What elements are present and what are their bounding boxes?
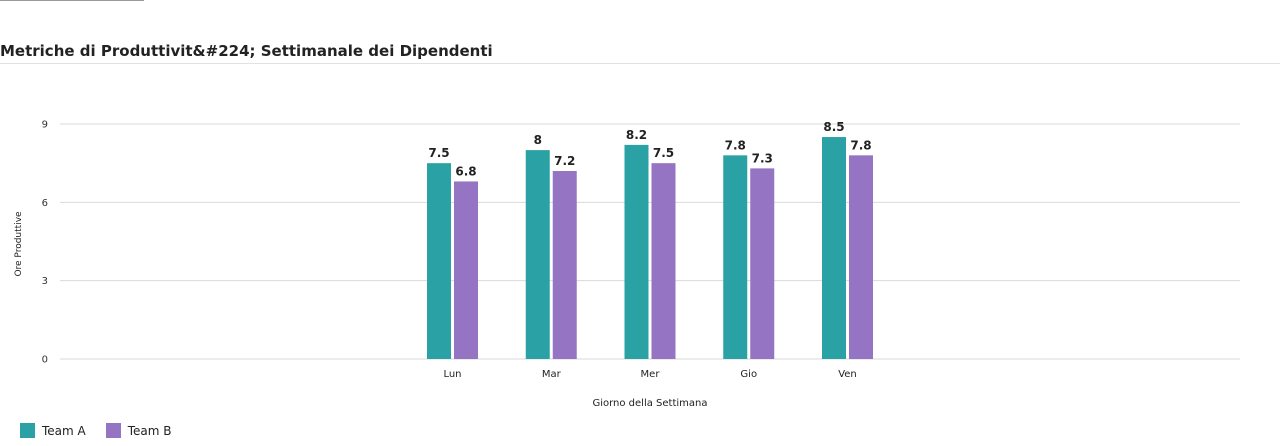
page-title: Metriche di Produttivit&#224; Settimanal…: [0, 42, 493, 60]
bar-team-b: [849, 155, 873, 359]
y-tick-label: 9: [42, 120, 48, 131]
data-label: 7.5: [428, 146, 449, 160]
y-tick-label: 6: [42, 198, 48, 209]
legend-swatch-team-b: [105, 423, 121, 438]
data-label: 7.8: [725, 138, 746, 152]
data-label: 7.5: [653, 146, 674, 160]
bar-team-a: [624, 144, 649, 359]
bar-team-b: [552, 171, 577, 359]
top-rule: [0, 0, 144, 1]
bar-chart: 0 3 6 9 7.5 6.8 Lun 8 7.2 Mar 8.2 7.5 Mer 7.8 7.3 Gio 8.…: [14, 120, 1240, 409]
data-label: 8: [534, 133, 542, 147]
data-label: 6.8: [455, 164, 476, 178]
legend-label-team-a: Team A: [42, 423, 86, 438]
bar-team-a: [525, 150, 550, 359]
bar-team-a: [822, 137, 846, 359]
x-tick-label: Lun: [443, 369, 461, 380]
data-label: 7.8: [850, 138, 871, 152]
y-tick-label: 3: [42, 276, 48, 287]
legend-label-team-b: Team B: [127, 423, 172, 438]
bar-team-b: [750, 168, 775, 359]
data-label: 7.3: [752, 151, 773, 165]
data-label: 8.2: [626, 128, 647, 142]
x-tick-label: Mar: [542, 369, 562, 380]
legend-item-team-b[interactable]: Team B: [105, 423, 172, 438]
legend-swatch-team-a: [20, 423, 35, 438]
x-axis-title: Giorno della Settimana: [592, 398, 707, 409]
y-tick-label: 0: [42, 355, 48, 366]
x-tick-label: Gio: [740, 369, 757, 380]
bar-team-a: [427, 163, 451, 359]
bar-team-a: [723, 155, 748, 359]
x-tick-label: Mer: [641, 369, 661, 380]
x-tick-label: Ven: [838, 369, 857, 380]
legend-item-team-a[interactable]: Team A: [20, 423, 86, 438]
bar-team-b: [454, 181, 478, 359]
chart-legend: Team A Team B: [20, 423, 172, 438]
data-label: 7.2: [554, 154, 575, 168]
data-label: 8.5: [823, 120, 844, 134]
y-axis-title: Ore Produttive: [14, 211, 24, 277]
title-divider: [0, 63, 1280, 64]
bar-team-b: [651, 163, 676, 359]
